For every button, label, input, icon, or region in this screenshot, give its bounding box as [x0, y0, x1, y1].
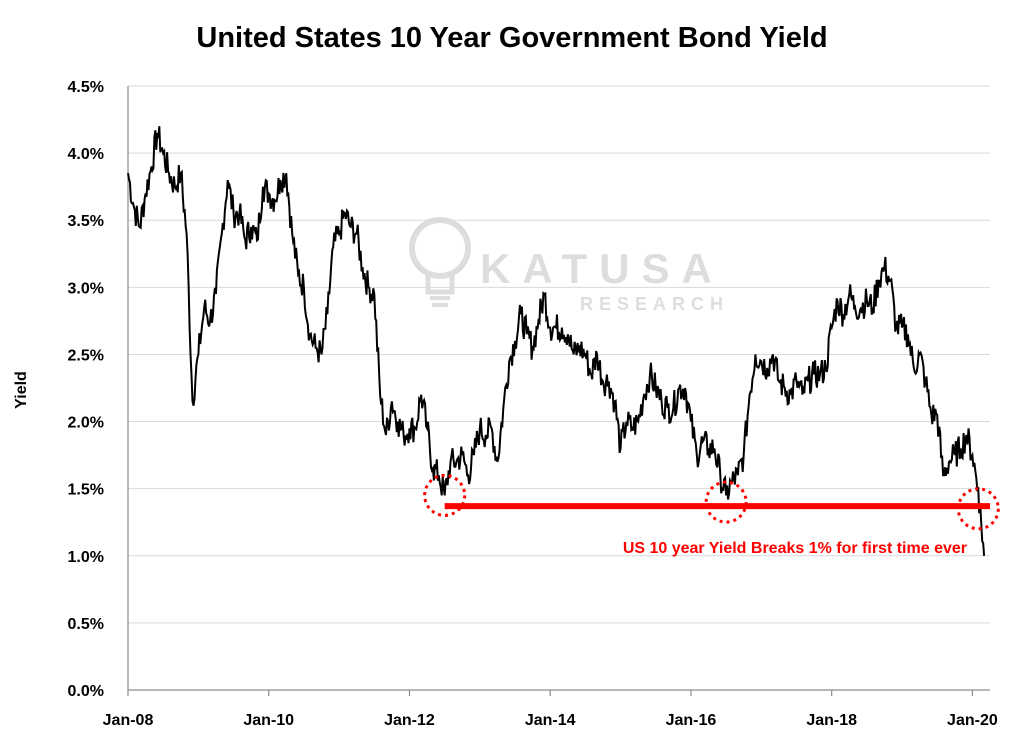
- y-tick-label: 4.0%: [68, 146, 104, 163]
- x-tick-label: Jan-14: [525, 712, 576, 729]
- x-tick-label: Jan-18: [806, 712, 857, 729]
- highlight-circle: [704, 480, 748, 524]
- series-line: [127, 126, 986, 556]
- axes: [127, 86, 990, 696]
- gridlines: [128, 85, 990, 624]
- y-tick-label: 0.0%: [68, 683, 104, 700]
- y-tick-label: 2.0%: [68, 415, 104, 432]
- y-tick-labels: 0.0% 0.5% 1.0% 1.5% 2.0% 2.5% 3.0% 3.5% 4.0% 4.5%: [68, 79, 104, 700]
- y-tick-label: 3.0%: [68, 280, 104, 297]
- watermark-sub: RESEARCH: [580, 294, 729, 314]
- annotations: US 10 year Yield Breaks 1% for first tim…: [423, 473, 1000, 557]
- y-tick-label: 3.5%: [68, 213, 104, 230]
- watermark-brand: KATUSA: [480, 245, 724, 292]
- x-tick-label: Jan-16: [666, 712, 717, 729]
- y-tick-label: 2.5%: [68, 347, 104, 364]
- x-tick-label: Jan-10: [243, 712, 294, 729]
- y-tick-label: 1.0%: [68, 549, 104, 566]
- x-tick-label: Jan-12: [384, 712, 435, 729]
- x-tick-label: Jan-08: [103, 712, 154, 729]
- y-tick-label: 0.5%: [68, 616, 104, 633]
- x-tick-labels: Jan-08 Jan-10 Jan-12 Jan-14 Jan-16 Jan-18 Jan-…: [103, 712, 998, 729]
- y-tick-label: 4.5%: [68, 79, 104, 96]
- chart-title: United States 10 Year Government Bond Yi…: [196, 22, 828, 54]
- annotation-text: US 10 year Yield Breaks 1% for first tim…: [623, 540, 967, 557]
- y-tick-label: 1.5%: [68, 482, 104, 499]
- highlight-circle: [956, 487, 1000, 531]
- x-tick-label: Jan-20: [947, 712, 998, 729]
- watermark: KATUSA RESEARCH: [409, 217, 729, 314]
- highlight-circle: [423, 473, 467, 517]
- lightbulb-icon: [409, 217, 471, 307]
